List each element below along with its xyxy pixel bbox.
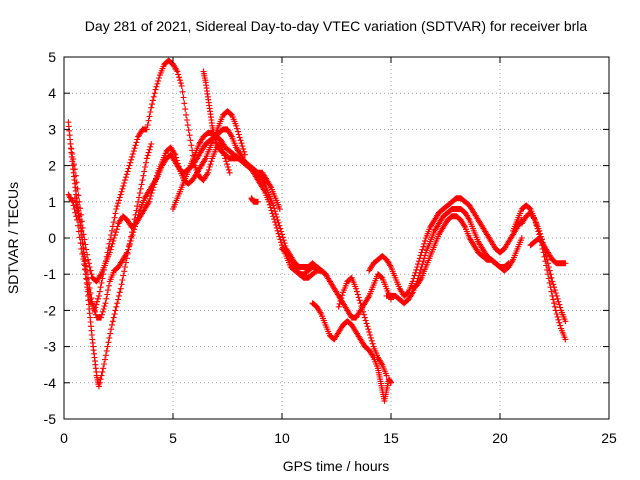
x-tick-label: 20	[492, 430, 508, 446]
axis-ticks	[63, 56, 610, 420]
series-markers	[71, 126, 283, 321]
series-arc-7	[279, 245, 394, 321]
tick-labels: 0 5 10 15 20 25 -5 -4 -3 -2 -1 0 1 2 3 4 5	[44, 49, 617, 446]
x-tick-label: 10	[274, 430, 290, 446]
series-markers	[279, 245, 394, 321]
y-tick-label: -1	[44, 266, 57, 282]
series-arc-15	[527, 235, 569, 267]
x-tick-label: 5	[169, 430, 177, 446]
y-tick-label: 2	[48, 158, 56, 174]
series-markers	[409, 213, 525, 292]
chart-title: Day 281 of 2021, Sidereal Day-to-day VTE…	[85, 18, 588, 34]
series-arc-14	[518, 209, 569, 325]
y-tick-label: -4	[44, 375, 57, 391]
y-tick-label: 5	[48, 49, 56, 65]
data-series	[65, 57, 569, 404]
x-axis-label: GPS time / hours	[283, 458, 390, 474]
series-markers	[335, 274, 390, 379]
series-arc-5	[170, 130, 329, 278]
x-tick-label: 25	[601, 430, 617, 446]
series-markers	[366, 195, 525, 299]
y-tick-label: -3	[44, 339, 57, 355]
series-arc-4	[71, 126, 283, 321]
y-tick-label: 1	[48, 194, 56, 210]
series-markers	[518, 209, 569, 325]
series-arc-9	[335, 274, 390, 379]
series-arc-8	[309, 300, 394, 404]
series-arc-3	[67, 108, 248, 285]
x-tick-label: 15	[383, 430, 399, 446]
gridlines	[64, 57, 609, 419]
series-arc-12	[409, 213, 525, 292]
x-tick-label: 0	[60, 430, 68, 446]
series-markers	[527, 235, 569, 267]
series-arc-16	[248, 195, 261, 205]
series-markers	[248, 195, 261, 205]
series-markers	[67, 108, 248, 285]
y-tick-label: -2	[44, 302, 57, 318]
series-arc-10	[366, 195, 525, 299]
y-tick-label: 3	[48, 121, 56, 137]
y-axis-label: SDTVAR / TECUs	[5, 182, 21, 294]
series-markers	[170, 130, 329, 278]
y-tick-label: 4	[48, 85, 56, 101]
series-markers	[309, 300, 394, 404]
y-tick-label: 0	[48, 230, 56, 246]
y-tick-label: -5	[44, 411, 57, 427]
